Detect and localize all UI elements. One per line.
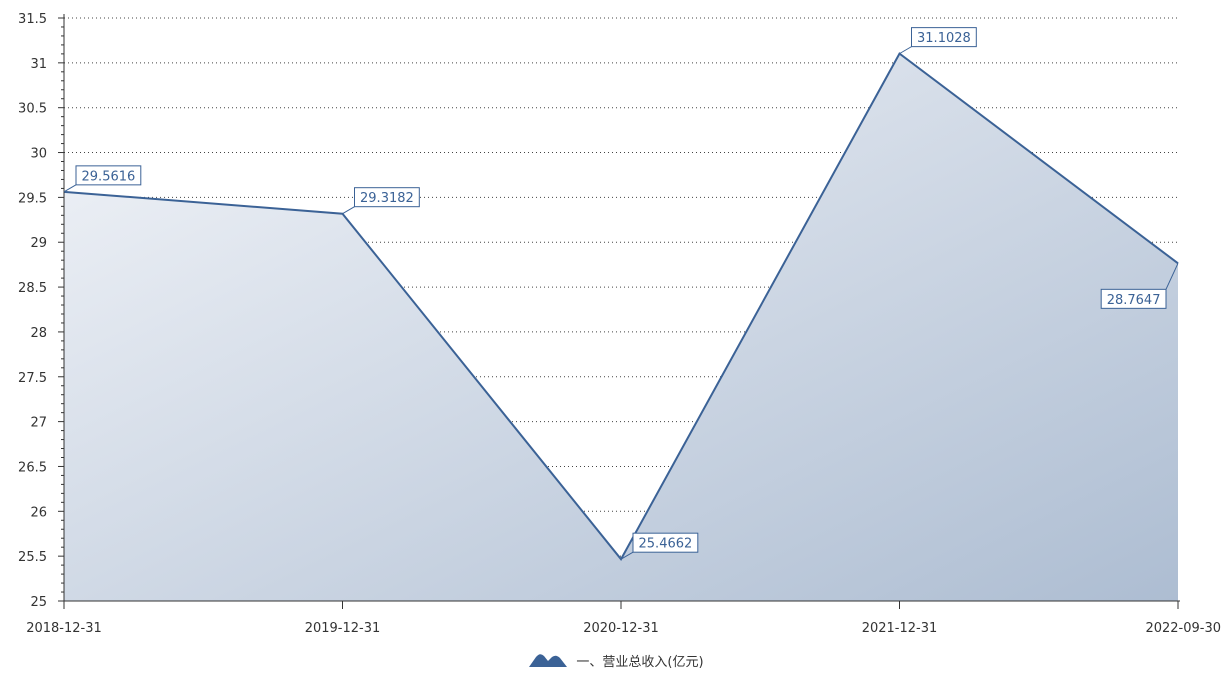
area-legend-icon [529, 654, 568, 667]
data-label: 25.4662 [639, 537, 693, 552]
y-tick-label: 27.5 [18, 371, 47, 386]
data-label-box [1100, 288, 1167, 309]
x-tick-label: 2019-12-31 [305, 621, 381, 636]
y-tick-label: 29.5 [18, 191, 47, 206]
data-label-box [354, 187, 420, 208]
y-tick-label: 28 [30, 326, 47, 341]
y-tick-label: 25 [30, 595, 47, 610]
data-label: 29.3182 [360, 191, 414, 206]
y-tick-label: 27 [30, 416, 47, 431]
x-tick-label: 2021-12-31 [862, 621, 938, 636]
data-label-leader [1165, 263, 1179, 290]
data-label: 31.1028 [917, 31, 971, 46]
data-label-leader [620, 551, 634, 560]
data-label: 29.5616 [82, 169, 136, 184]
data-label-box [75, 165, 142, 186]
y-tick-label: 28.5 [18, 281, 47, 296]
data-label-box [632, 532, 699, 553]
y-tick-label: 26 [30, 505, 47, 520]
y-tick-label: 26.5 [18, 460, 47, 475]
x-tick-label: 2020-12-31 [583, 621, 659, 636]
y-tick-label: 30 [30, 147, 47, 162]
y-tick-label: 25.5 [18, 550, 47, 565]
data-label-leader [342, 206, 355, 215]
data-label: 28.7647 [1107, 293, 1161, 308]
data-label-box [911, 27, 977, 48]
y-tick-label: 31.5 [18, 12, 47, 27]
data-labels: 29.5616 29.3182 25.4662 31.1028 28.7647 [63, 27, 1179, 560]
series-area-fill [64, 53, 1178, 601]
data-label-leader [63, 184, 77, 193]
data-label-leader [899, 46, 912, 55]
y-tick-label: 29 [30, 236, 47, 251]
y-tick-label: 31 [30, 57, 47, 72]
legend-label: 一、营业总收入(亿元) [576, 654, 704, 670]
legend[interactable]: 一、营业总收入(亿元) [0, 646, 1232, 674]
series-area [63, 52, 1179, 601]
y-tick-label: 30.5 [18, 102, 47, 117]
x-tick-label: 2018-12-31 [26, 621, 102, 636]
x-tick-label: 2022-09-30 [1145, 621, 1221, 636]
axes: 25 25.5 26 26.5 27 27.5 28 28.5 29 29.5 30 30.5 31 31… [18, 12, 1221, 636]
